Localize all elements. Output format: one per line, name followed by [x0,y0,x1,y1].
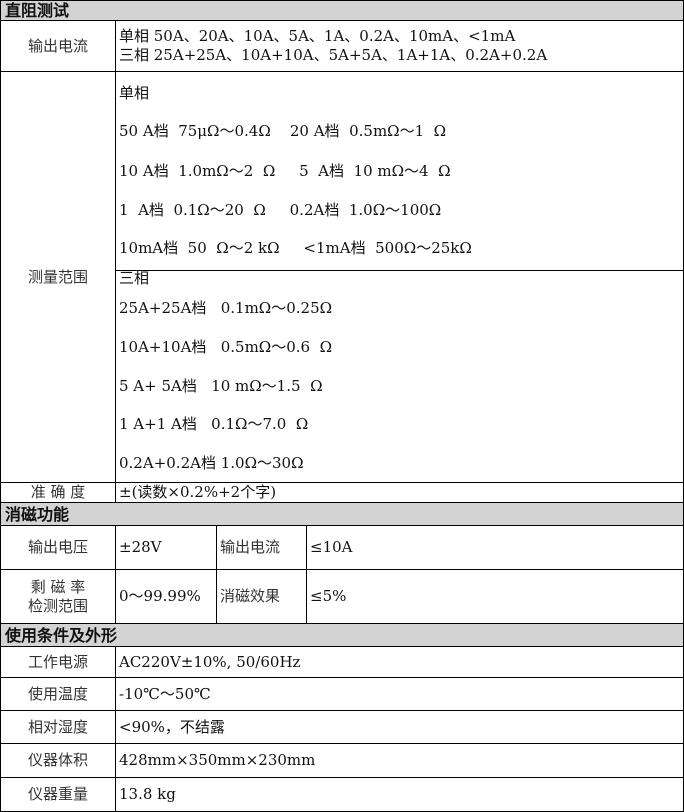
range-row: 5 A+ 5A档 10 mΩ～1.5 Ω [119,377,323,395]
condition-label: 相对湿度 [0,710,116,744]
range-row: 50 A档 75μΩ～0.4Ω 20 A档 0.5mΩ～1 Ω [119,122,447,140]
output-current-three: 三相 25A+25A、10A+10A、5A+5A、1A+1A、0.2A+0.2A [119,46,548,64]
accuracy-label: 准 确 度 [0,482,116,503]
output-voltage-value: ±28V [115,525,217,570]
remanence-label-line1: 剩 磁 率 [30,577,86,596]
range-row: 10mA档 50 Ω～2 kΩ <1mA档 500Ω～25kΩ [119,239,472,257]
section-header-conditions: 使用条件及外形 [0,623,684,647]
demag-current-value: ≤10A [306,525,684,570]
range-row: 0.2A+0.2A档 1.0Ω～30Ω [119,454,304,472]
remanence-label-line2: 检测范围 [27,596,88,615]
output-current-single: 单相 50A、20A、10A、5A、1A、0.2A、10mA、<1mA [119,27,516,45]
condition-label: 使用温度 [0,677,116,711]
range-row: 10 A档 1.0mΩ～2 Ω 5 A档 10 mΩ～4 Ω [119,162,451,180]
remanence-label: 剩 磁 率 检测范围 [0,569,116,624]
output-current-value: 单相 50A、20A、10A、5A、1A、0.2A、10mA、<1mA 三相 2… [115,20,684,72]
range-row: 1 A档 0.1Ω～20 Ω 0.2A档 1.0Ω～100Ω [119,201,442,219]
output-voltage-label: 输出电压 [0,525,116,570]
condition-label: 仪器体积 [0,743,116,778]
range-three-title: 三相 [119,270,150,287]
remanence-value: 0～99.99% [115,569,217,624]
section-header-dc: 直阻测试 [0,0,684,21]
accuracy-value: ±(读数×0.2%+2个字) [115,482,684,503]
range-three: 三相 25A+25A档 0.1mΩ～0.25Ω 10A+10A档 0.5mΩ～0… [115,270,684,483]
condition-value: -10℃～50℃ [115,677,684,711]
range-single-title: 单相 [119,84,150,102]
condition-label: 工作电源 [0,646,116,678]
range-single: 单相 50 A档 75μΩ～0.4Ω 20 A档 0.5mΩ～1 Ω 10 A档… [115,71,684,271]
section-header-demag: 消磁功能 [0,502,684,526]
demag-effect-label: 消磁效果 [216,569,307,624]
range-row: 25A+25A档 0.1mΩ～0.25Ω [119,299,333,317]
range-row: 1 A+1 A档 0.1Ω～7.0 Ω [119,415,309,433]
demag-effect-value: ≤5% [306,569,684,624]
range-label: 测量范围 [0,71,116,483]
range-row: 10A+10A档 0.5mΩ～0.6 Ω [119,338,333,356]
condition-value: AC220V±10%, 50/60Hz [115,646,684,678]
output-current-label: 输出电流 [0,20,116,72]
condition-value: 428mm×350mm×230mm [115,743,684,778]
condition-label: 仪器重量 [0,777,116,812]
condition-value: <90%，不结露 [115,710,684,744]
demag-current-label: 输出电流 [216,525,307,570]
condition-value: 13.8 kg [115,777,684,812]
